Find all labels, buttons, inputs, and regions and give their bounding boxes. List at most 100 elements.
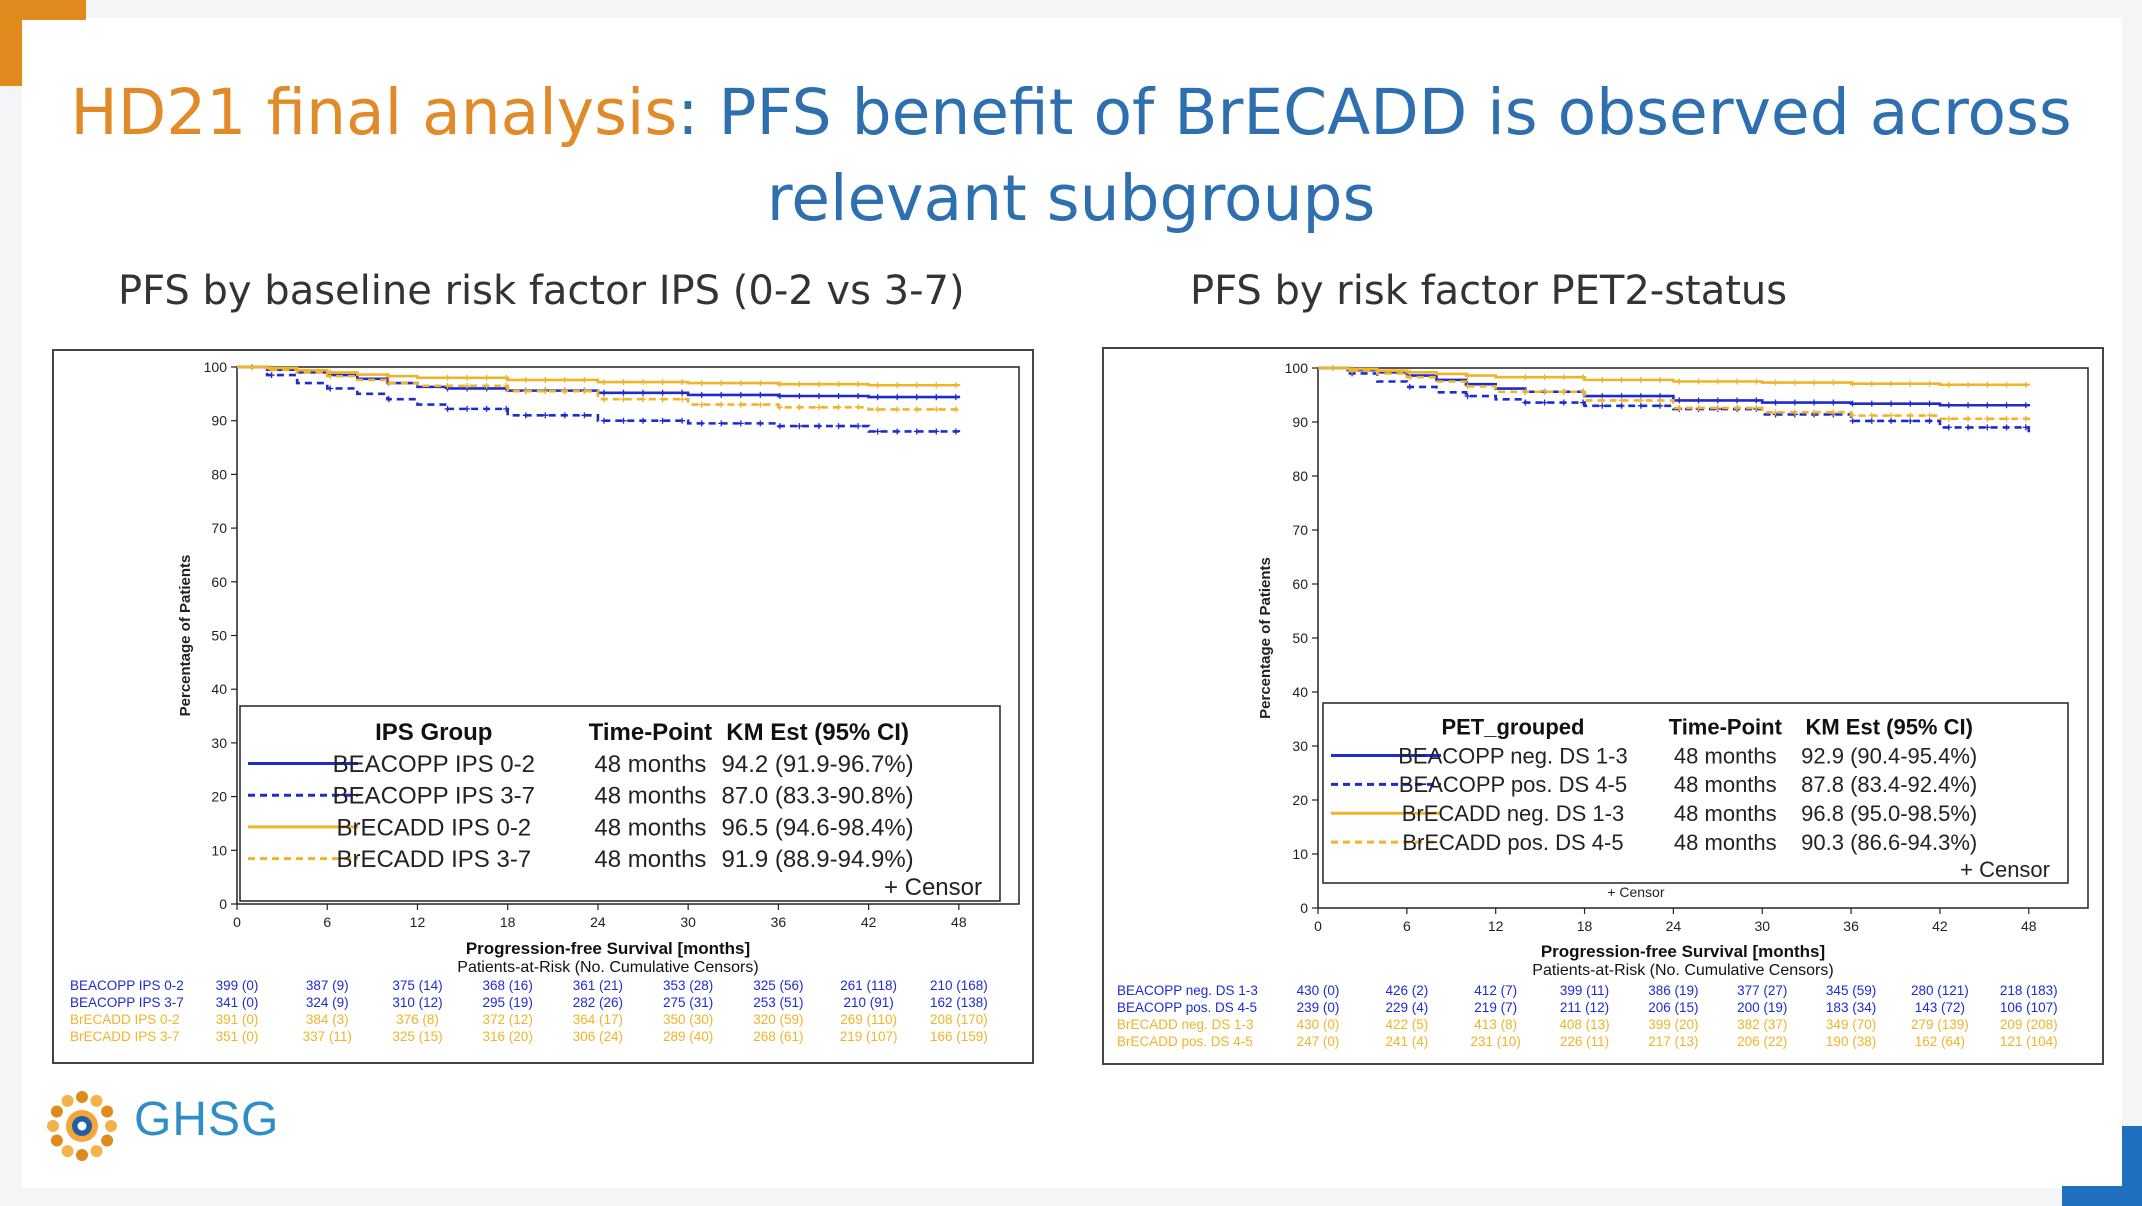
censor-mark [1753, 378, 1760, 385]
censor-mark [1868, 417, 1875, 424]
censor-mark [1406, 383, 1413, 390]
risk-cell: 183 (34) [1826, 1000, 1876, 1015]
censor-mark [561, 388, 568, 395]
y-tick-label: 20 [1292, 792, 1308, 808]
censor-mark [542, 388, 549, 395]
censor-mark [815, 381, 822, 388]
censor-mark [620, 379, 627, 386]
censor-mark [1676, 378, 1683, 385]
censor-mark [542, 412, 549, 419]
censor-mark [1907, 417, 1914, 424]
censor-mark [522, 376, 529, 383]
censor-mark [757, 401, 764, 408]
censor-mark [1926, 380, 1933, 387]
title-main: : PFS benefit of BrECADD is observed acr… [677, 76, 2072, 149]
censor-mark [1772, 379, 1779, 386]
risk-cell: 399 (20) [1648, 1017, 1698, 1032]
censor-mark [1695, 404, 1702, 411]
censor-mark [1714, 378, 1721, 385]
y-axis-label: Percentage of Patients [177, 555, 194, 717]
censor-mark [2022, 415, 2029, 422]
risk-cell: 219 (7) [1474, 1000, 1517, 1015]
censor-mark [483, 374, 490, 381]
risk-cell: 162 (138) [930, 995, 988, 1010]
censor-mark [796, 392, 803, 399]
censor-mark [776, 423, 783, 430]
censor-mark [600, 396, 607, 403]
legend-km-estimate: 96.8 (95.0-98.5%) [1801, 801, 1977, 826]
logo-dot [76, 1091, 88, 1103]
legend-series-name: BrECADD neg. DS 1-3 [1402, 801, 1625, 826]
legend-km-estimate: 96.5 (94.6-98.4%) [722, 814, 914, 841]
censor-mark [1464, 372, 1471, 379]
y-tick-label: 100 [204, 359, 228, 375]
risk-cell: 208 (170) [930, 1012, 988, 1027]
risk-cell: 391 (0) [216, 1012, 259, 1027]
censor-mark [1580, 374, 1587, 381]
legend-box [1322, 702, 2069, 884]
risk-cell: 349 (70) [1826, 1017, 1876, 1032]
censor-mark [679, 379, 686, 386]
censor-mark [503, 374, 510, 381]
censor-mark [1945, 415, 1952, 422]
risk-cell: 430 (0) [1297, 1017, 1340, 1032]
legend-header-group: IPS Group [375, 719, 492, 746]
y-tick-label: 30 [1292, 738, 1308, 754]
censor-mark [1926, 400, 1933, 407]
censor-mark [522, 412, 529, 419]
legend-series-name: BEACOPP pos. DS 4-5 [1399, 772, 1627, 797]
censor-mark [952, 406, 959, 413]
censor-mark [855, 381, 862, 388]
left-chart-heading: PFS by baseline risk factor IPS (0-2 vs … [118, 268, 965, 314]
censor-mark [1868, 400, 1875, 407]
y-tick-label: 40 [1292, 684, 1308, 700]
legend-censor-label: + Censor [1960, 857, 2050, 882]
censor-mark [698, 420, 705, 427]
censor-mark [698, 380, 705, 387]
censor-mark [1541, 399, 1548, 406]
censor-mark [1714, 404, 1721, 411]
corner-accent-top-left-vertical [0, 0, 22, 86]
risk-cell: 210 (91) [843, 995, 893, 1010]
risk-cell: 241 (4) [1385, 1034, 1428, 1049]
risk-cell: 106 (107) [2000, 1000, 2058, 1015]
risk-cell: 377 (27) [1737, 983, 1787, 998]
censor-mark [1945, 424, 1952, 431]
x-tick-label: 18 [500, 914, 516, 930]
censor-mark [815, 404, 822, 411]
corner-accent-bottom-right-vertical [2122, 1126, 2142, 1206]
censor-mark [1811, 409, 1818, 416]
risk-cell: 247 (0) [1297, 1034, 1340, 1049]
censor-mark [2003, 415, 2010, 422]
legend-box [239, 705, 1001, 902]
y-tick-label: 10 [211, 842, 227, 858]
x-tick-label: 48 [951, 914, 967, 930]
y-tick-label: 100 [1285, 360, 1309, 376]
censor-mark [444, 374, 451, 381]
logo-dot [90, 1094, 103, 1107]
x-tick-label: 42 [1932, 918, 1948, 934]
censor-mark [1695, 378, 1702, 385]
censor-mark [444, 382, 451, 389]
censor-mark [483, 405, 490, 412]
risk-cell: 325 (15) [392, 1029, 442, 1044]
censor-mark [659, 379, 666, 386]
legend-time-point: 48 months [594, 751, 706, 778]
censor-mark [1657, 402, 1664, 409]
censor-mark [757, 380, 764, 387]
y-tick-label: 90 [1292, 414, 1308, 430]
censor-mark [1849, 400, 1856, 407]
y-tick-label: 50 [1292, 630, 1308, 646]
censor-mark [933, 394, 940, 401]
censor-mark [444, 405, 451, 412]
x-tick-label: 48 [2021, 918, 2037, 934]
risk-cell: 430 (0) [1297, 983, 1340, 998]
risk-cell: 387 (9) [306, 978, 349, 993]
censor-mark [1618, 376, 1625, 383]
risk-cell: 364 (17) [573, 1012, 623, 1027]
censor-mark [1541, 388, 1548, 395]
censor-mark [600, 379, 607, 386]
legend-header-time: Time-Point [1669, 714, 1783, 739]
censor-mark [874, 406, 881, 413]
legend-km-estimate: 87.0 (83.3-90.8%) [722, 783, 914, 810]
